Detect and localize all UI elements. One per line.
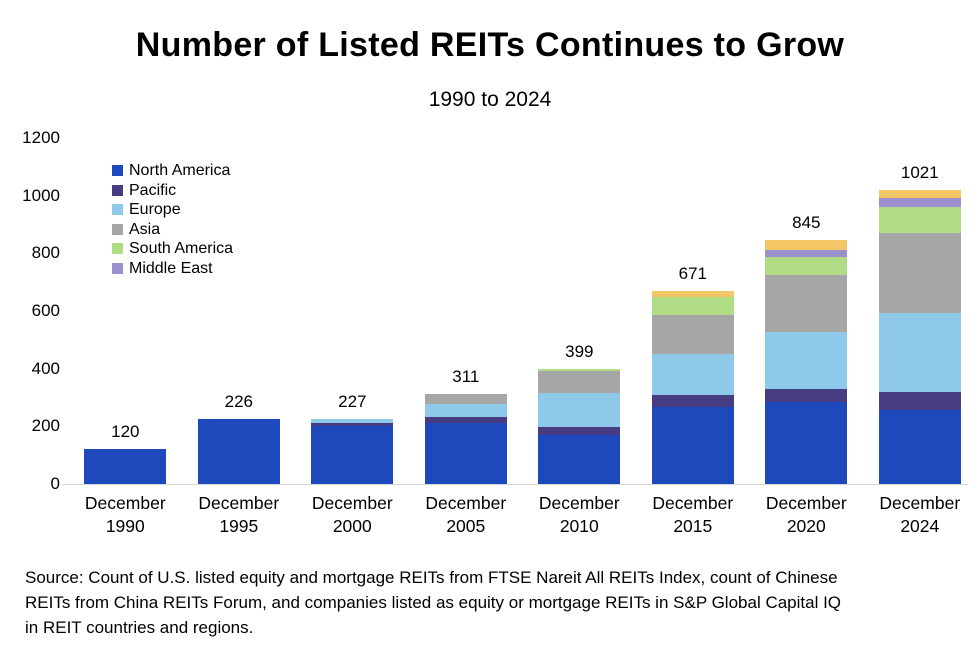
bar-december-1990: [84, 0, 167, 484]
y-tick-label: 1000: [22, 185, 60, 205]
bar-segment-pacific: [424, 416, 507, 423]
legend-label: Middle East: [129, 259, 213, 277]
source-note: Source: Count of U.S. listed equity and …: [25, 565, 960, 640]
legend-label: North America: [129, 162, 231, 179]
bar-segment-north-america: [197, 418, 280, 484]
legend-swatch-icon: [112, 204, 123, 216]
source-note-line: REITs from China REITs Forum, and compan…: [25, 593, 842, 612]
legend-label: Europe: [129, 201, 181, 218]
bar-total-label: 1021: [900, 162, 939, 182]
bar-segment-other-unlabeled-: [765, 240, 848, 251]
bar-total-label: 845: [792, 213, 821, 233]
bar-segment-asia: [424, 394, 507, 405]
y-tick-label: 1200: [22, 128, 60, 147]
legend-swatch-icon: [112, 262, 123, 274]
bar-segment-pacific: [651, 395, 734, 407]
x-axis-label: December 2015: [652, 493, 734, 536]
legend-swatch-icon: [112, 184, 123, 196]
bar-segment-asia: [538, 371, 621, 394]
bar-segment-asia: [765, 274, 848, 333]
x-axis-line: [62, 484, 968, 485]
source-note-line: Source: Count of U.S. listed equity and …: [25, 568, 838, 587]
chart-subtitle: 1990 to 2024: [428, 88, 552, 111]
y-tick-label: 800: [31, 243, 60, 263]
legend-item-middle-east: Middle East: [112, 259, 233, 279]
legend-label: Asia: [129, 220, 161, 238]
bar-segment-europe: [424, 404, 507, 417]
x-axis-label: December 2005: [425, 493, 507, 536]
bar-segment-north-america: [424, 422, 507, 484]
bar-segment-europe: [765, 332, 848, 389]
bar-segment-asia: [878, 233, 961, 313]
y-tick-label: 400: [31, 358, 60, 378]
legend-swatch-icon: [112, 243, 123, 255]
bar-segment-pacific: [311, 422, 394, 427]
bar-segment-north-america: [651, 406, 734, 484]
bar-december-2024: [878, 0, 961, 484]
bar-total-label: 226: [224, 391, 253, 411]
x-axis-label: December 1990: [84, 493, 166, 536]
x-axis-label: December 2010: [538, 493, 620, 536]
bar-december-2020: [765, 0, 848, 484]
legend-label: Pacific: [129, 181, 177, 199]
bar-segment-north-america: [538, 434, 621, 484]
bar-segment-north-america: [84, 449, 167, 484]
legend-item-south-america: South America: [112, 239, 233, 259]
bar-december-1995: [197, 0, 280, 484]
bar-total-label: 399: [565, 341, 594, 361]
x-axis-label: December 2000: [311, 493, 393, 536]
legend-swatch-icon: [112, 165, 123, 177]
bar-total-label: 227: [338, 391, 367, 411]
bar-december-2015: [651, 0, 734, 484]
legend-swatch-icon: [112, 223, 123, 235]
bar-segment-pacific: [878, 392, 961, 410]
bar-december-2010: [538, 0, 621, 484]
bar-segment-south-america: [538, 368, 621, 372]
bar-segment-pacific: [765, 388, 848, 403]
bar-segment-europe: [538, 393, 621, 428]
bar-segment-europe: [651, 353, 734, 396]
bar-segment-other-unlabeled-: [651, 290, 734, 297]
source-note-line: in REIT countries and regions.: [25, 618, 254, 637]
y-tick-label: 200: [31, 416, 60, 436]
bar-segment-north-america: [765, 402, 848, 484]
legend-item-europe: Europe: [112, 200, 233, 220]
bar-segment-south-america: [878, 207, 961, 234]
x-axis-label: December 2020: [765, 493, 847, 536]
bar-segment-south-america: [765, 256, 848, 275]
bar-total-label: 120: [111, 422, 140, 442]
legend-item-north-america: North America: [112, 161, 233, 181]
bar-segment-south-america: [651, 296, 734, 316]
bar-december-2000: [311, 0, 394, 484]
legend-item-pacific: Pacific: [112, 181, 233, 201]
bar-december-2005: [424, 0, 507, 484]
bar-segment-europe: [878, 312, 961, 392]
y-tick-label: 600: [31, 301, 60, 320]
x-axis-label: December 1995: [198, 493, 280, 536]
x-axis-label: December 2024: [879, 493, 961, 536]
bar-segment-asia: [651, 315, 734, 354]
bar-total-label: 671: [678, 263, 707, 283]
bar-segment-europe: [311, 418, 394, 423]
bar-segment-pacific: [538, 427, 621, 435]
chart-title: Number of Listed REITs Continues to Grow: [135, 26, 845, 64]
legend-label: South America: [129, 240, 234, 257]
bar-segment-middle-east: [878, 198, 961, 208]
bar-segment-other-unlabeled-: [878, 189, 961, 199]
bar-total-label: 311: [452, 367, 480, 387]
bar-segment-north-america: [878, 409, 961, 484]
legend-item-asia: Asia: [112, 220, 233, 240]
bar-segment-middle-east: [765, 250, 848, 257]
legend: North America Pacific Europe Asia South Amer…: [112, 161, 233, 278]
bar-segment-north-america: [311, 426, 394, 484]
y-tick-label: 0: [50, 474, 60, 493]
